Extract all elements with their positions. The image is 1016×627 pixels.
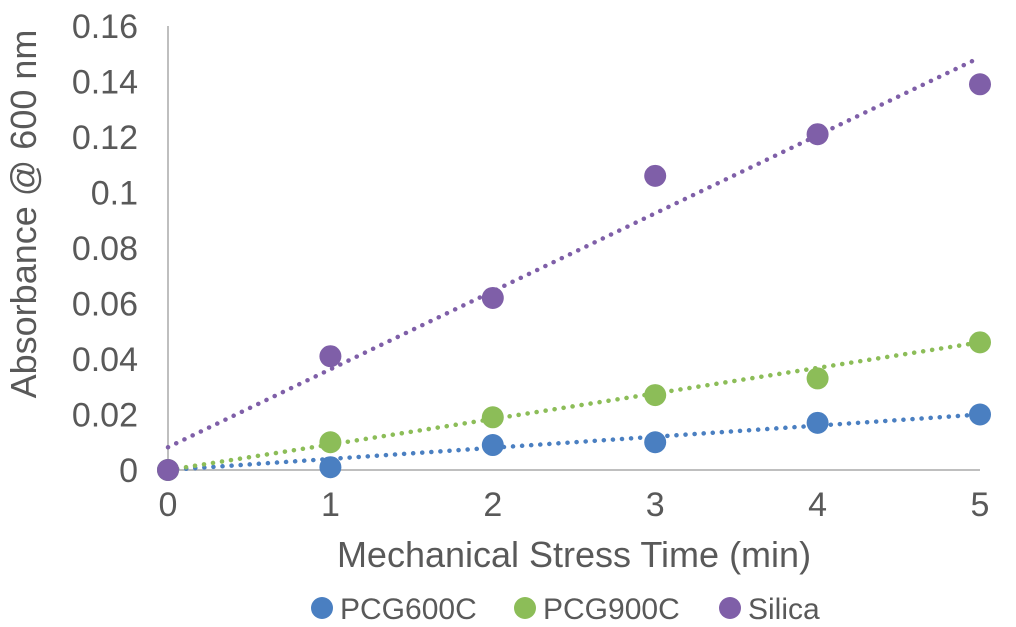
point-pcg900c [806,367,829,390]
point-pcg600c [969,403,991,426]
y-tick-label: 0.14 [72,64,138,102]
point-silica [644,164,667,187]
trendline-pcg900c [165,340,983,473]
point-silica [806,123,829,146]
point-pcg600c [481,434,504,457]
point-silica [157,459,179,481]
legend: PCG600C PCG900C Silica [311,593,820,626]
plot-area: 0 0.02 0.04 0.06 0.08 0.1 0.12 0.14 0.16 0 1 2 3 4 5 [72,8,991,524]
trendlines [165,55,983,473]
legend-label: PCG900C [543,593,680,626]
x-tick-label: 5 [971,486,990,524]
y-tick-label: 0.08 [72,230,138,268]
y-tick-label: 0.16 [72,8,138,46]
legend-marker-silica [719,597,741,619]
point-pcg900c [481,406,504,429]
point-pcg600c [644,431,667,454]
y-tick-label: 0.1 [91,175,138,213]
point-silica [481,286,504,309]
y-tick-label: 0.04 [72,341,138,379]
trendline-silica [165,55,983,450]
y-tick-label: 0.06 [72,286,138,324]
x-tick-label: 2 [483,486,502,524]
point-pcg600c [806,411,829,434]
x-axis-title: Mechanical Stress Time (min) [337,534,811,575]
point-pcg900c [969,331,991,354]
x-tick-label: 0 [159,486,178,524]
trendline-pcg600c [165,412,983,473]
data-points [157,73,991,481]
point-silica [969,73,991,96]
x-tick-label: 4 [808,486,827,524]
y-axis-title: Absorbance @ 600 nm [3,30,44,399]
legend-marker-pcg600c [311,597,333,619]
x-tick-label: 3 [646,486,665,524]
legend-marker-pcg900c [514,597,536,619]
x-axis-ticks: 0 1 2 3 4 5 [159,486,990,524]
point-pcg900c [319,431,342,454]
point-pcg600c [319,456,342,479]
point-silica [319,345,342,368]
legend-label: PCG600C [340,593,477,626]
y-tick-label: 0.12 [72,119,138,157]
y-tick-label: 0.02 [72,397,138,435]
y-tick-label: 0 [119,452,138,490]
x-tick-label: 1 [321,486,340,524]
y-axis-ticks: 0 0.02 0.04 0.06 0.08 0.1 0.12 0.14 0.16 [72,8,138,490]
point-pcg900c [644,384,667,407]
legend-label: Silica [748,593,820,626]
